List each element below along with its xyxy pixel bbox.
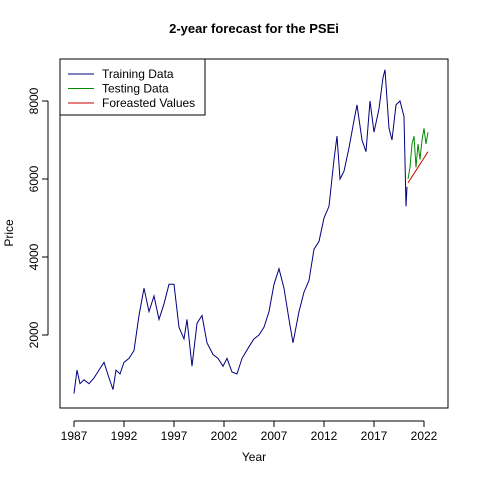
y-tick-label: 4000: [27, 243, 41, 270]
legend-box: [59, 58, 206, 116]
x-tick-label: 2017: [361, 429, 388, 443]
x-tick-label: 2022: [411, 429, 438, 443]
x-tick-label: 1987: [61, 429, 88, 443]
legend-label: Training Data: [102, 67, 174, 81]
x-tick-label: 2012: [311, 429, 338, 443]
x-axis-title: Year: [242, 450, 266, 464]
series-line: [407, 128, 429, 180]
y-tick-label: 6000: [27, 165, 41, 192]
plot-box: [59, 58, 449, 409]
series-line: [407, 151, 429, 184]
y-axis-title: Price: [2, 219, 16, 247]
y-tick-label: 2000: [27, 321, 41, 348]
x-tick-label: 1997: [161, 429, 188, 443]
legend-label: Testing Data: [102, 82, 169, 96]
x-tick-label: 1992: [111, 429, 138, 443]
chart-title: 2-year forecast for the PSEi: [169, 21, 339, 36]
y-tick-label: 8000: [27, 87, 41, 114]
series-line: [73, 69, 408, 394]
legend-label: Foreasted Values: [102, 96, 195, 110]
x-tick-label: 2002: [211, 429, 238, 443]
x-tick-label: 2007: [261, 429, 288, 443]
